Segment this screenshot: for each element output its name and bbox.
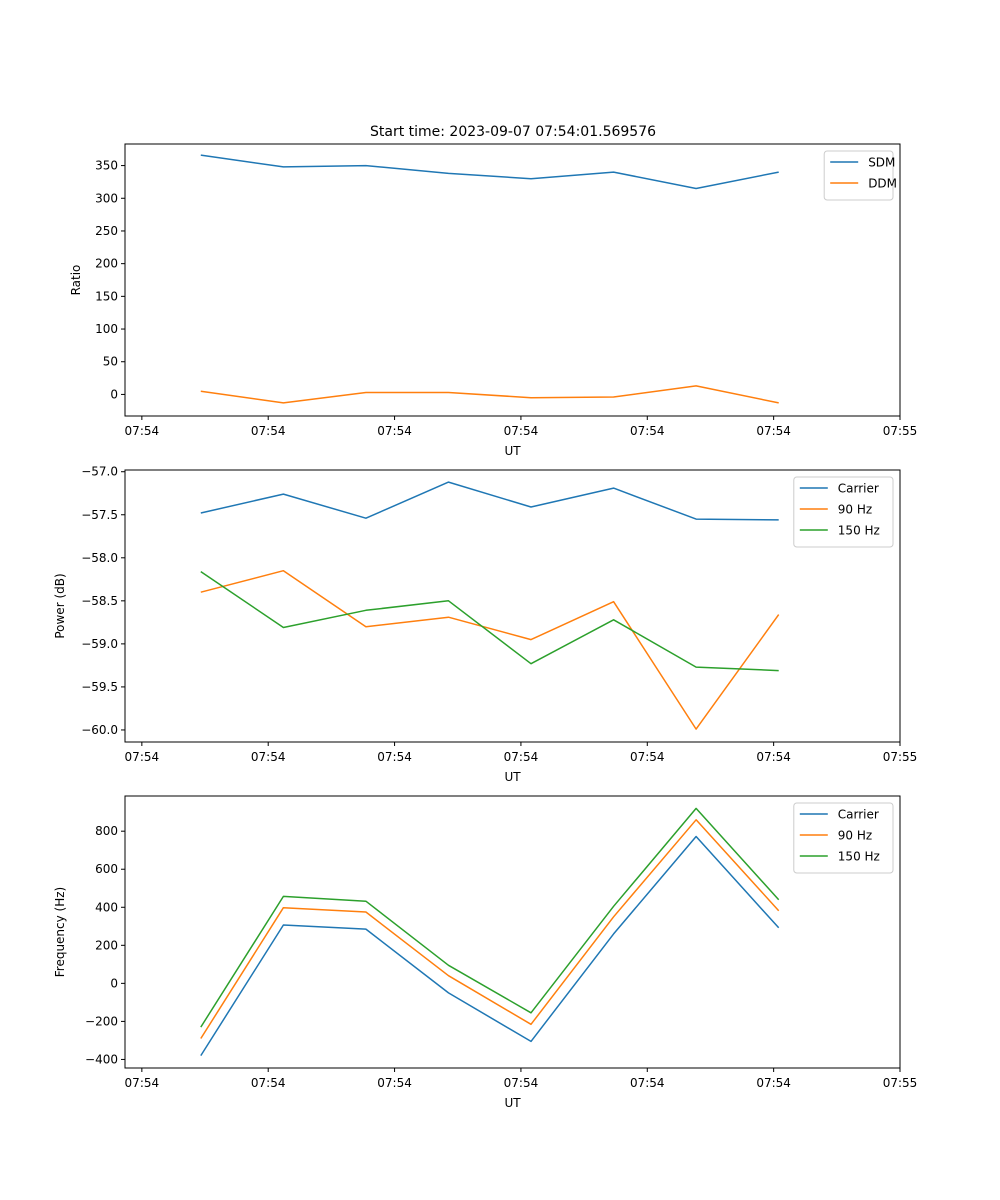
frequency-x-tick-label: 07:55	[883, 1076, 918, 1090]
frequency-y-tick-label: 600	[95, 862, 118, 876]
frequency-legend-label-carrier: Carrier	[838, 808, 879, 822]
ratio-legend-label-ddm: DDM	[868, 177, 897, 191]
ratio-y-axis-label: Ratio	[69, 265, 83, 296]
frequency-x-tick-label: 07:54	[756, 1076, 791, 1090]
power-y-tick-label: −58.0	[81, 551, 118, 565]
ratio-legend-box	[823, 150, 894, 201]
frequency-series-90-hz-line	[200, 819, 780, 1039]
power-legend-label-150-hz: 150 Hz	[838, 524, 880, 538]
power-y-tick-label: −59.0	[81, 637, 118, 651]
power-panel: 07:54 07:54 07:54 07:54 07:54 07:54 07:55 −57.…	[53, 465, 917, 784]
ratio-series-sdm-line	[200, 154, 779, 190]
power-y-tick-label: −57.0	[81, 465, 118, 479]
ratio-y-tick-label: 50	[103, 355, 118, 369]
power-x-tick-label: 07:55	[883, 750, 918, 764]
power-legend-label-carrier: Carrier	[838, 482, 879, 496]
frequency-y-tick-label: 0	[110, 976, 118, 990]
ratio-panel: 07:54 07:54 07:54 07:54 07:54 07:54 07:55 0 50 1…	[69, 143, 918, 458]
power-y-axis-label: Power (dB)	[53, 573, 67, 638]
frequency-legend: Carrier 90 Hz 150 Hz	[793, 802, 894, 874]
power-y-tick-label: −57.5	[81, 508, 118, 522]
power-x-axis-label: UT	[504, 770, 521, 784]
frequency-panel: 07:54 07:54 07:54 07:54 07:54 07:54 07:55 −400…	[53, 795, 918, 1110]
frequency-x-tick-label: 07:54	[377, 1076, 412, 1090]
power-x-tick-label: 07:54	[377, 750, 412, 764]
ratio-x-tick-label: 07:55	[883, 424, 918, 438]
frequency-y-tick-label: 400	[95, 900, 118, 914]
frequency-series-150-hz-line	[200, 807, 780, 1028]
ratio-x-tick-label: 07:54	[251, 424, 286, 438]
figure-title: Start time: 2023-09-07 07:54:01.569576	[370, 124, 656, 140]
frequency-legend-label-150-hz: 150 Hz	[838, 850, 880, 864]
ratio-y-tick-label: 150	[95, 289, 118, 303]
ratio-y-tick-label: 200	[95, 257, 118, 271]
frequency-x-tick-label: 07:54	[125, 1076, 160, 1090]
frequency-x-tick-label: 07:54	[251, 1076, 286, 1090]
ratio-x-tick-label: 07:54	[377, 424, 412, 438]
frequency-series-carrier-line	[200, 835, 780, 1057]
power-x-tick-label: 07:54	[504, 750, 539, 764]
power-legend: Carrier 90 Hz 150 Hz	[793, 476, 894, 548]
ratio-x-tick-label: 07:54	[504, 424, 539, 438]
power-axes-frame	[124, 469, 901, 743]
frequency-y-tick-label: 800	[95, 824, 118, 838]
power-x-tick-label: 07:54	[251, 750, 286, 764]
power-series-150-hz-line	[200, 570, 779, 672]
ratio-axes-frame	[124, 143, 901, 417]
ratio-x-tick-label: 07:54	[756, 424, 791, 438]
frequency-axes-frame	[124, 795, 901, 1069]
power-y-tick-label: −59.5	[81, 680, 118, 694]
ratio-y-tick-label: 100	[95, 322, 118, 336]
ratio-x-tick-label: 07:54	[125, 424, 160, 438]
ratio-x-tick-label: 07:54	[630, 424, 665, 438]
frequency-y-axis-label: Frequency (Hz)	[53, 887, 67, 978]
power-x-tick-label: 07:54	[630, 750, 665, 764]
power-x-tick-label: 07:54	[125, 750, 160, 764]
frequency-legend-label-90-hz: 90 Hz	[838, 829, 872, 843]
power-x-tick-label: 07:54	[756, 750, 791, 764]
power-series-carrier-line	[200, 481, 779, 521]
ratio-x-axis-label: UT	[504, 444, 521, 458]
ratio-y-tick-label: 0	[110, 387, 118, 401]
power-series-90-hz-line	[200, 569, 780, 730]
frequency-y-tick-label: −200	[85, 1014, 118, 1028]
ratio-y-tick-label: 300	[95, 191, 118, 205]
power-y-tick-label: −60.0	[81, 723, 118, 737]
ratio-y-tick-label: 250	[95, 224, 118, 238]
frequency-x-tick-label: 07:54	[630, 1076, 665, 1090]
frequency-x-axis-label: UT	[504, 1096, 521, 1110]
ratio-legend-label-sdm: SDM	[868, 156, 895, 170]
ratio-y-tick-label: 350	[95, 159, 118, 173]
frequency-y-tick-label: −400	[85, 1052, 118, 1066]
ratio-legend: SDM DDM	[823, 150, 897, 201]
power-legend-label-90-hz: 90 Hz	[838, 503, 872, 517]
power-y-tick-label: −58.5	[81, 594, 118, 608]
frequency-y-tick-label: 200	[95, 938, 118, 952]
ratio-series-ddm-line	[200, 385, 779, 404]
frequency-x-tick-label: 07:54	[504, 1076, 539, 1090]
